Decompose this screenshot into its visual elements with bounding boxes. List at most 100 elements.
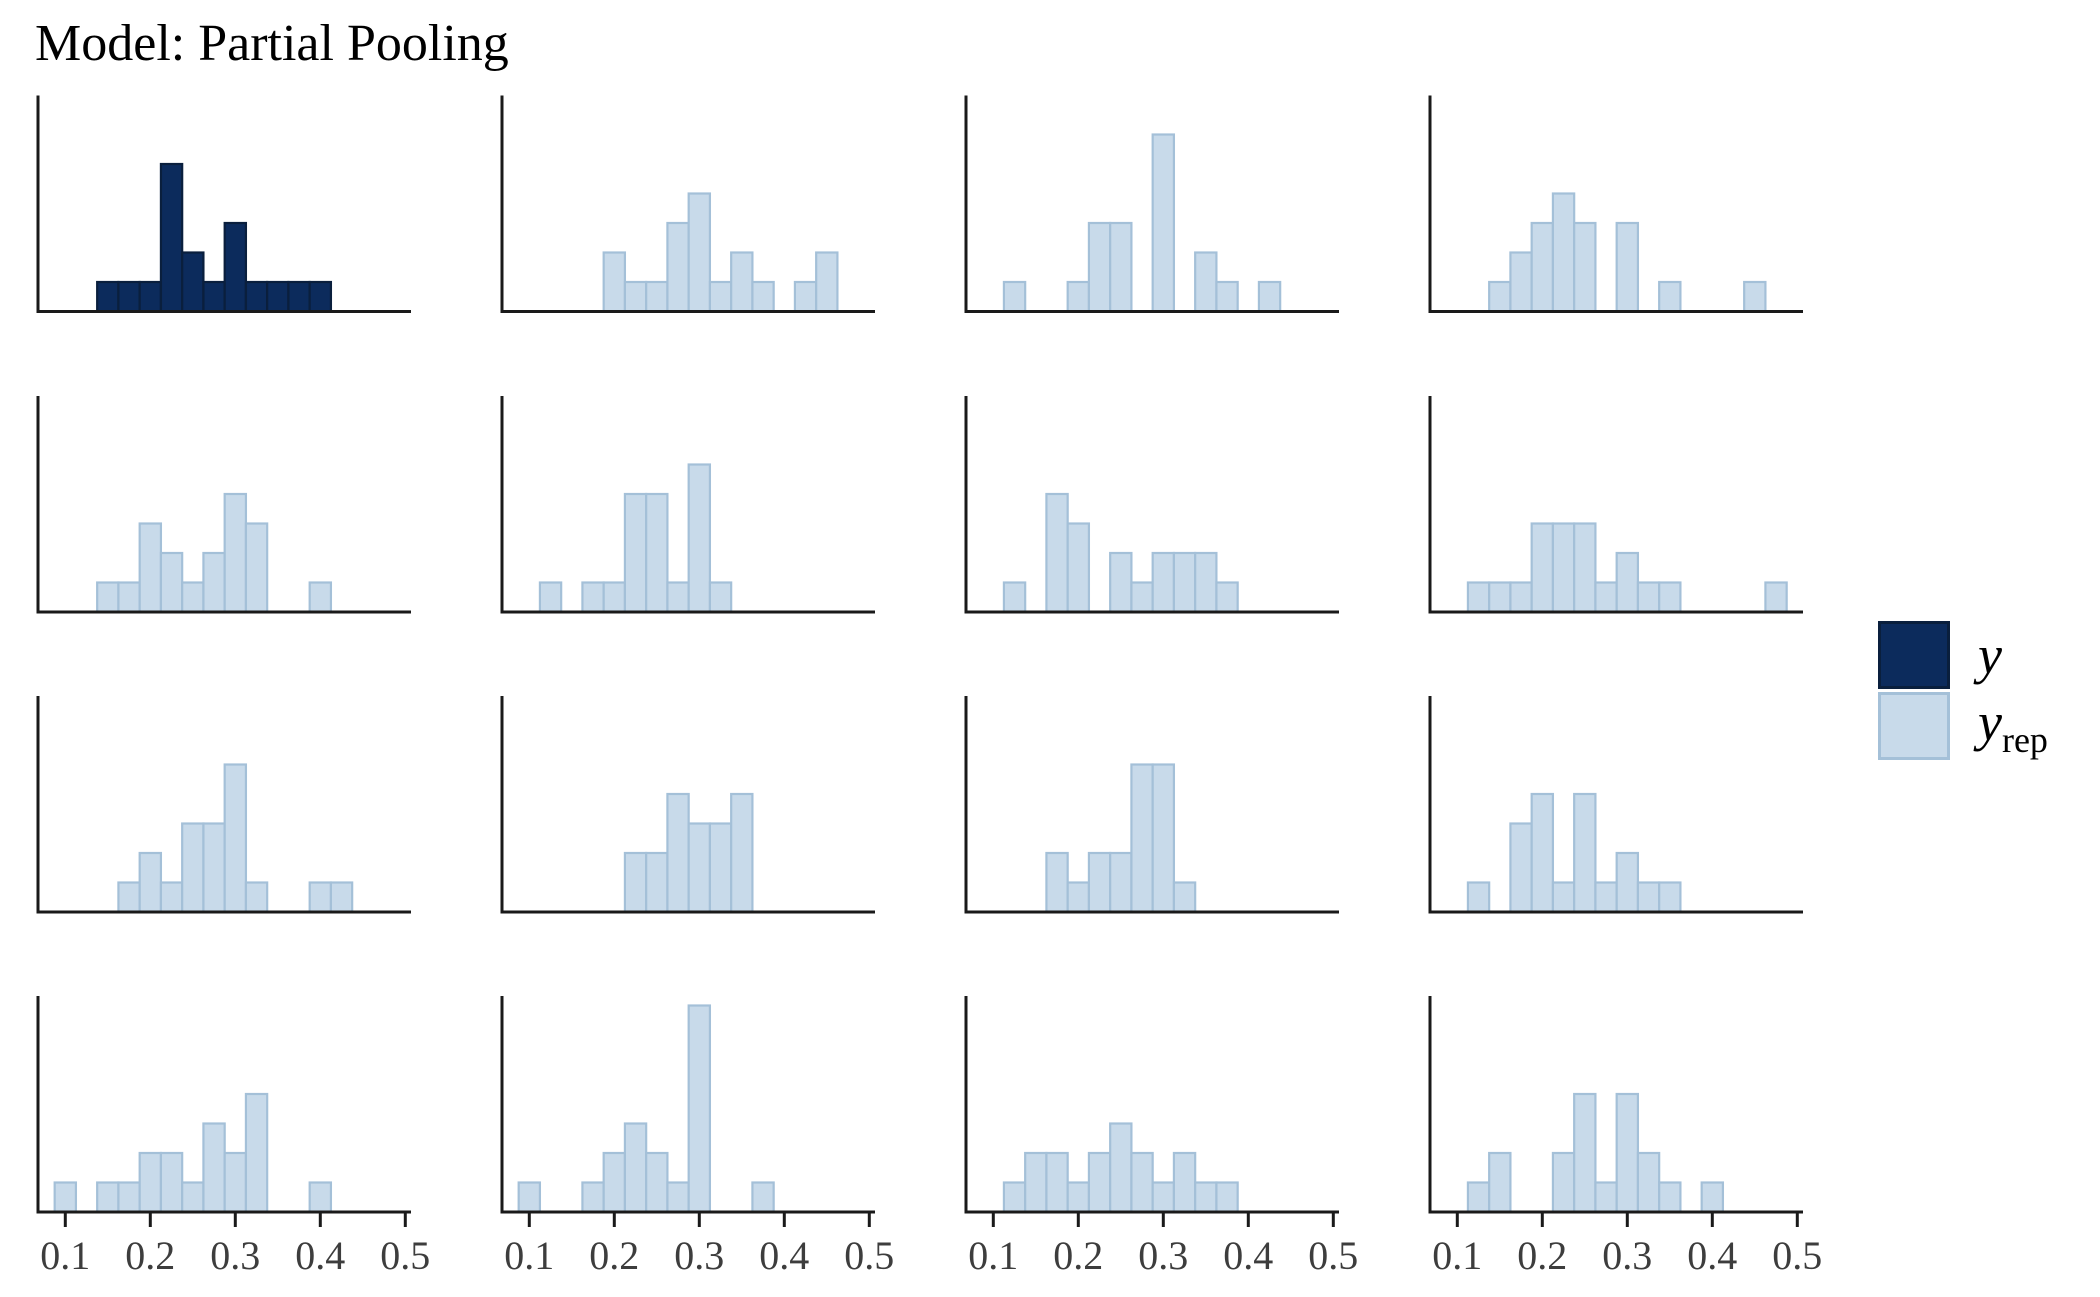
- histogram-bar: [202, 280, 226, 313]
- histogram-panel-r2c3: [1428, 696, 1803, 914]
- histogram-bar: [138, 522, 163, 614]
- histogram-bar: [1509, 822, 1533, 914]
- histogram-bar: [708, 822, 733, 914]
- axis-tick-label: 0.2: [1053, 1233, 1103, 1278]
- histogram-panel-r0c0: [36, 95, 411, 313]
- histogram-bar: [602, 581, 627, 614]
- histogram-bar: [117, 581, 141, 614]
- histogram-bar: [708, 280, 733, 313]
- histogram-bar: [623, 1122, 648, 1214]
- axis-tick-label: 0.1: [1432, 1233, 1482, 1278]
- histogram-panel-r3c1: 0.1 0.2 0.3 0.4 0.5: [500, 996, 894, 1278]
- page-title: Model: Partial Pooling: [35, 15, 509, 72]
- histogram-bar: [1172, 1151, 1197, 1214]
- axis-tick-label: 0.4: [759, 1233, 809, 1278]
- histogram-bar: [1594, 881, 1618, 914]
- histogram-bar: [1658, 280, 1682, 313]
- histogram-bar: [1002, 581, 1027, 614]
- histogram-bar: [1194, 1181, 1218, 1214]
- histogram-bar: [244, 881, 269, 914]
- axis-tick-label: 0.1: [968, 1233, 1018, 1278]
- histogram-bar: [96, 581, 120, 614]
- histogram-bar: [181, 822, 205, 914]
- histogram-bar: [1488, 280, 1512, 313]
- histogram-bar: [1194, 551, 1218, 614]
- histogram-bar: [602, 251, 627, 313]
- histogram-bar: [730, 251, 754, 313]
- histogram-bar: [1215, 581, 1239, 614]
- histogram-bar: [181, 251, 205, 313]
- histogram-bar: [1615, 551, 1640, 614]
- histogram-bar: [159, 162, 184, 313]
- histogram-bar: [666, 1181, 690, 1214]
- histogram-bar: [1573, 1092, 1597, 1214]
- histogram-bar: [687, 192, 712, 313]
- histogram-bar: [1109, 1122, 1133, 1214]
- histogram-bar: [666, 581, 690, 614]
- histogram-bar: [159, 551, 184, 614]
- histogram-bar: [1466, 1181, 1491, 1214]
- histogram-bar: [138, 1151, 163, 1214]
- histogram-bar: [538, 581, 563, 614]
- histogram-bar: [1530, 792, 1555, 914]
- axis-tick-label: 0.5: [1772, 1233, 1822, 1278]
- histogram-bar: [1087, 221, 1112, 313]
- axis-tick-label: 0.1: [504, 1233, 554, 1278]
- histogram-bar: [181, 1181, 205, 1214]
- histogram-bar: [793, 280, 818, 313]
- legend-label-yrep-subscript: rep: [2001, 719, 2048, 760]
- histogram-bar: [223, 763, 248, 914]
- histogram-bar: [1066, 1181, 1091, 1214]
- histogram-bar: [308, 881, 333, 914]
- histogram-panel-r0c1: [500, 95, 875, 313]
- histogram-bar: [517, 1181, 542, 1214]
- histogram-bar: [645, 1151, 669, 1214]
- axis-tick-label: 0.2: [125, 1233, 175, 1278]
- histogram-bar: [1151, 551, 1176, 614]
- axis-tick-label: 0.2: [1517, 1233, 1567, 1278]
- histogram-bar: [202, 551, 226, 614]
- histogram-bar: [266, 280, 290, 313]
- histogram-bar: [1658, 881, 1682, 914]
- histogram-bar: [1172, 881, 1197, 914]
- histogram-bar: [223, 1151, 248, 1214]
- axis-tick-label: 0.3: [674, 1233, 724, 1278]
- histogram-bar: [181, 581, 205, 614]
- histogram-bar: [1615, 1092, 1640, 1214]
- histogram-bar: [1636, 1151, 1661, 1214]
- histogram-bar: [1045, 851, 1069, 914]
- histogram-panel-r0c3: [1428, 95, 1803, 313]
- axis-tick-label: 0.3: [1138, 1233, 1188, 1278]
- histogram-bar: [645, 492, 669, 614]
- histogram-bar: [1509, 251, 1533, 313]
- histogram-bar: [730, 792, 754, 914]
- histogram-bar: [1466, 581, 1491, 614]
- histogram-bar: [623, 851, 648, 914]
- histogram-panel-r2c0: [36, 696, 411, 914]
- histogram-bar: [1045, 492, 1069, 614]
- histogram-bar: [138, 851, 163, 914]
- histogram-bar: [1024, 1151, 1048, 1214]
- histogram-bar: [602, 1151, 627, 1214]
- histogram-bar: [329, 881, 354, 914]
- histogram-bar: [1488, 581, 1512, 614]
- histogram-bar: [287, 280, 311, 313]
- histogram-panel-r3c2: 0.1 0.2 0.3 0.4 0.5: [964, 996, 1358, 1278]
- histogram-bar: [244, 1092, 269, 1214]
- histogram-bar: [117, 1181, 141, 1214]
- histogram-bar: [1151, 763, 1176, 914]
- histogram-bar: [244, 522, 269, 614]
- histogram-panel-r1c3: [1428, 396, 1803, 614]
- histogram-bar: [138, 280, 163, 313]
- histogram-bar: [1215, 1181, 1239, 1214]
- histogram-bar: [1573, 522, 1597, 614]
- histogram-bar: [1551, 522, 1576, 614]
- histogram-bar: [751, 1181, 775, 1214]
- histogram-panel-r0c2: [964, 95, 1339, 313]
- axis-tick-label: 0.5: [1308, 1233, 1358, 1278]
- histogram-bar: [202, 1122, 226, 1214]
- legend-label-y: y: [1978, 625, 2002, 685]
- axis-tick-label: 0.3: [210, 1233, 260, 1278]
- histogram-bar: [645, 851, 669, 914]
